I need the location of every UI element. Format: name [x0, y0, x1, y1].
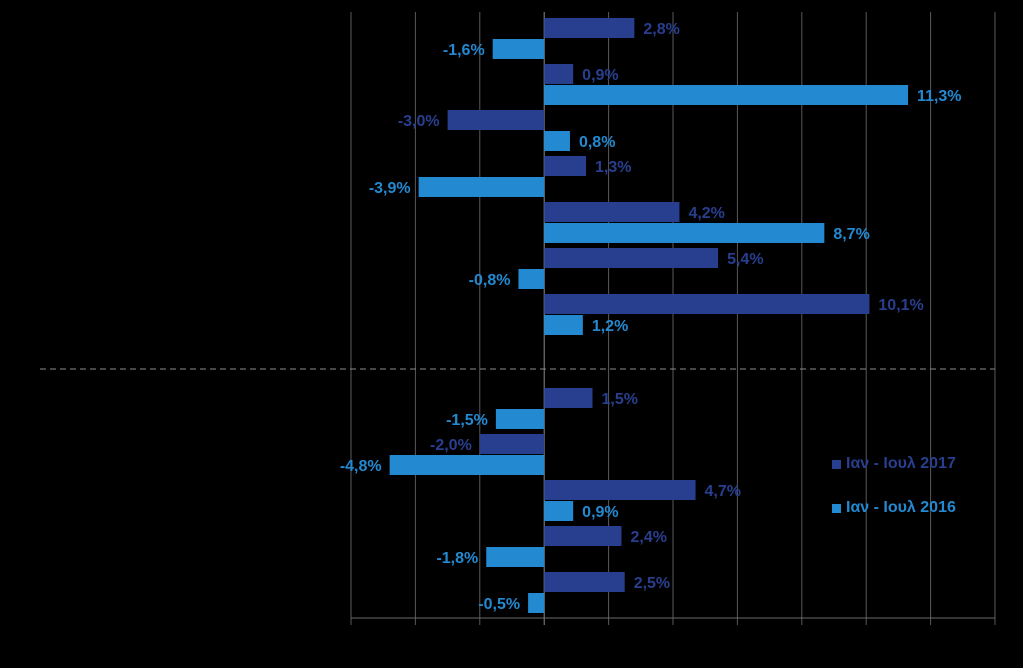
bar-2017 — [544, 480, 696, 500]
data-label-2017: 10,1% — [878, 297, 923, 314]
legend-item-2017: Ιαν - Ιουλ 2017 — [832, 455, 956, 473]
bar-2017 — [479, 434, 545, 454]
bar-2017 — [544, 202, 680, 222]
legend-swatch-2016 — [832, 503, 841, 513]
bar-2016 — [418, 177, 545, 197]
bar-2017 — [544, 526, 622, 546]
bar-2016 — [544, 85, 909, 105]
bar-2016 — [486, 547, 545, 567]
bar-2017 — [544, 18, 635, 38]
data-label-2017: 1,3% — [595, 159, 631, 176]
legend-swatch-2017 — [832, 459, 841, 469]
data-label-2016: -1,5% — [446, 412, 488, 429]
bar-2017 — [447, 110, 545, 130]
bar-2016 — [544, 315, 583, 335]
bar-2016 — [389, 455, 545, 475]
data-label-2016: 0,8% — [579, 134, 615, 151]
bar-2017 — [544, 248, 719, 268]
bar-2016 — [518, 269, 545, 289]
data-label-2016: 11,3% — [917, 88, 961, 105]
data-label-2016: 0,9% — [582, 504, 618, 521]
bar-2016 — [492, 39, 545, 59]
data-label-2017: 2,8% — [643, 21, 679, 38]
data-label-2017: -3,0% — [398, 113, 440, 130]
data-label-2016: -1,6% — [443, 42, 485, 59]
bar-2016 — [544, 501, 574, 521]
legend-item-2016: Ιαν - Ιουλ 2016 — [832, 499, 956, 517]
data-label-2017: 4,2% — [688, 205, 724, 222]
bar-2017 — [544, 64, 574, 84]
bar-2016 — [544, 131, 570, 151]
legend-label-2017: Ιαν - Ιουλ 2017 — [846, 455, 956, 472]
data-label-2016: -0,8% — [469, 272, 511, 289]
bar-2017 — [544, 388, 593, 408]
bar-2016 — [495, 409, 545, 429]
data-label-2017: 1,5% — [602, 391, 638, 408]
data-label-2016: -1,8% — [436, 550, 478, 567]
data-label-2017: 2,5% — [634, 575, 670, 592]
data-label-2017: 4,7% — [705, 483, 741, 500]
data-label-2017: 0,9% — [582, 67, 618, 84]
data-label-2016: -3,9% — [369, 180, 411, 197]
bar-2016 — [544, 223, 825, 243]
data-label-2017: 2,4% — [630, 529, 666, 546]
bar-2016 — [528, 593, 545, 613]
data-label-2017: -2,0% — [430, 437, 472, 454]
data-label-2016: -0,5% — [478, 596, 520, 613]
data-label-2016: 8,7% — [833, 226, 869, 243]
data-label-2016: -4,8% — [340, 458, 382, 475]
data-label-2016: 1,2% — [592, 318, 628, 335]
data-label-2017: 5,4% — [727, 251, 763, 268]
legend-label-2016: Ιαν - Ιουλ 2016 — [846, 499, 956, 516]
bar-2017 — [544, 572, 625, 592]
bar-2017 — [544, 156, 587, 176]
bar-2017 — [544, 294, 870, 314]
